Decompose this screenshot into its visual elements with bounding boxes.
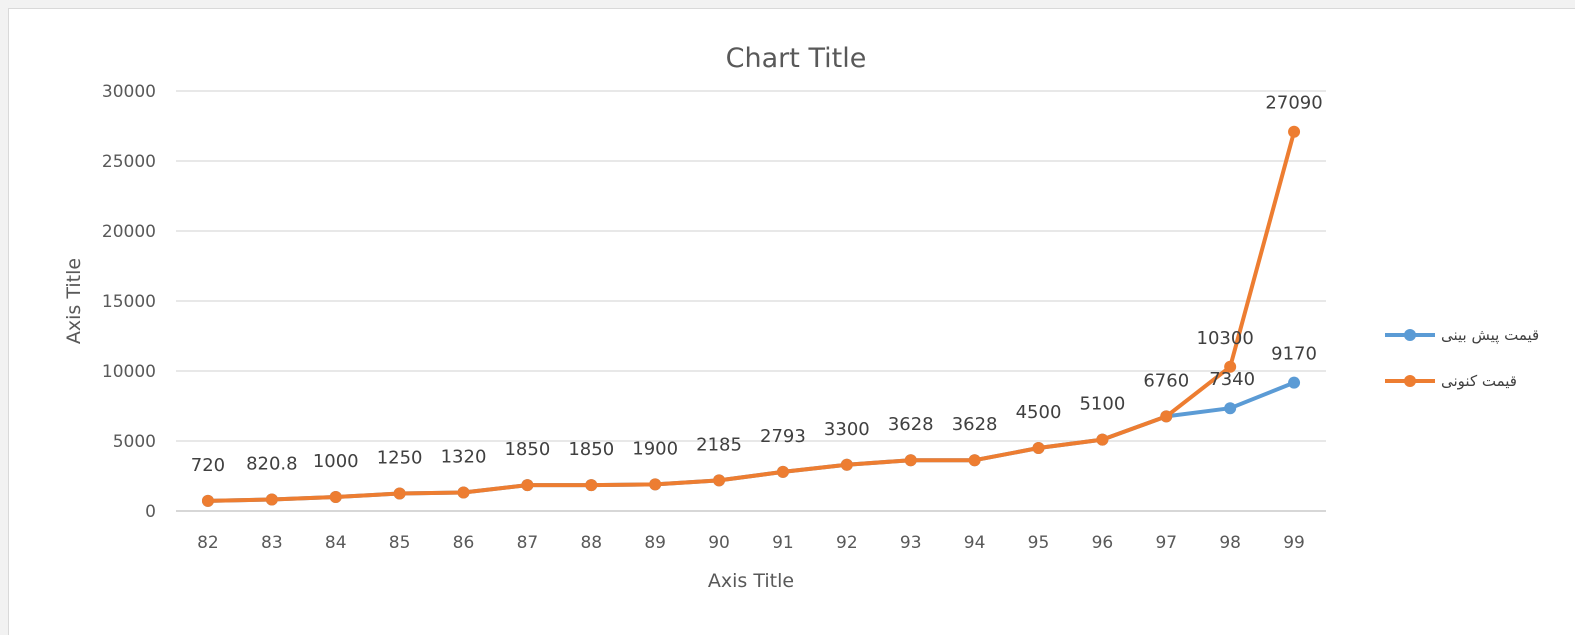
x-tick-label: 86 xyxy=(453,533,475,553)
series-2 xyxy=(201,125,1301,507)
data-label: 10300 xyxy=(1197,328,1254,349)
data-label: 1000 xyxy=(313,451,359,472)
y-tick-label: 10000 xyxy=(102,362,156,382)
data-label: 3628 xyxy=(888,414,934,435)
data-point xyxy=(649,478,662,491)
data-label: 1900 xyxy=(632,438,678,459)
legend-item: قیمت پیش بینی xyxy=(1385,326,1539,345)
data-point xyxy=(1224,402,1237,415)
x-tick-label: 82 xyxy=(197,533,219,553)
data-point xyxy=(265,493,278,506)
x-tick-label: 83 xyxy=(261,533,283,553)
y-tick-label: 0 xyxy=(145,502,156,522)
data-label: 1250 xyxy=(377,448,423,469)
data-point xyxy=(1288,376,1301,389)
x-tick-label: 95 xyxy=(1028,533,1050,553)
chart-title: Chart Title xyxy=(726,43,867,74)
data-point xyxy=(1224,360,1237,373)
data-label: 1320 xyxy=(441,447,487,468)
data-point xyxy=(1288,125,1301,138)
series-line xyxy=(205,380,1297,503)
series-1 xyxy=(201,376,1301,507)
data-point xyxy=(840,458,853,471)
data-point xyxy=(329,491,342,503)
y-tick-label: 25000 xyxy=(102,152,156,172)
data-point xyxy=(393,487,406,500)
x-axis-title: Axis Title xyxy=(708,570,794,592)
legend-marker xyxy=(1404,375,1416,387)
data-label: 9170 xyxy=(1271,344,1317,365)
data-point xyxy=(968,454,981,467)
data-point xyxy=(585,479,598,492)
data-point xyxy=(1096,433,1109,446)
data-labels: 720 820.8 1000 1250 1320 1850 1850 1900 2185 2793… xyxy=(191,93,1323,476)
data-label: 7340 xyxy=(1209,369,1255,390)
x-tick-label: 84 xyxy=(325,533,347,553)
x-tick-label: 96 xyxy=(1092,533,1114,553)
y-tick-label: 30000 xyxy=(102,82,156,102)
y-tick-label: 15000 xyxy=(102,292,156,312)
data-point xyxy=(521,479,534,492)
data-point xyxy=(201,494,214,507)
legend-marker xyxy=(1404,329,1416,341)
x-tick-label: 91 xyxy=(772,533,794,553)
x-tick-label: 94 xyxy=(964,533,986,553)
legend-label: قیمت کنونی xyxy=(1441,372,1517,390)
series-lines xyxy=(201,125,1301,507)
data-label: 820.8 xyxy=(246,454,298,475)
data-label: 3300 xyxy=(824,419,870,440)
data-label: 4500 xyxy=(1016,402,1062,423)
data-label: 2793 xyxy=(760,426,806,447)
y-tick-label: 5000 xyxy=(113,432,156,452)
gridlines xyxy=(176,90,1326,512)
data-point xyxy=(713,474,726,487)
data-label: 1850 xyxy=(568,439,614,460)
data-label: 3628 xyxy=(952,414,998,435)
data-point xyxy=(904,454,917,467)
legend: قیمت پیش بینی قیمت کنونی xyxy=(1385,326,1539,390)
data-point xyxy=(1032,442,1045,454)
data-point xyxy=(457,486,470,499)
data-label: 5100 xyxy=(1079,394,1125,415)
x-tick-label: 98 xyxy=(1219,533,1241,553)
legend-item: قیمت کنونی xyxy=(1385,372,1517,390)
series-line xyxy=(205,129,1297,503)
x-tick-label: 90 xyxy=(708,533,730,553)
y-axis-ticks: 0 5000 10000 15000 20000 25000 30000 xyxy=(102,82,156,522)
y-axis-title: Axis Title xyxy=(63,258,85,344)
legend-label: قیمت پیش بینی xyxy=(1441,326,1539,345)
x-tick-label: 85 xyxy=(389,533,411,553)
data-point xyxy=(776,465,789,478)
data-label: 1850 xyxy=(504,439,550,460)
data-label: 6760 xyxy=(1143,370,1189,391)
chart-area: 0 5000 10000 15000 20000 25000 30000 82 83 84 85 8… xyxy=(8,8,1575,635)
data-point xyxy=(1160,410,1173,423)
x-tick-label: 87 xyxy=(517,533,539,553)
x-tick-label: 97 xyxy=(1155,533,1177,553)
data-label: 27090 xyxy=(1265,93,1322,114)
x-tick-label: 88 xyxy=(580,533,602,553)
x-tick-label: 99 xyxy=(1283,533,1305,553)
x-tick-label: 89 xyxy=(644,533,666,553)
y-tick-label: 20000 xyxy=(102,222,156,242)
data-label: 2185 xyxy=(696,434,742,455)
x-tick-label: 92 xyxy=(836,533,858,553)
data-label: 720 xyxy=(191,455,225,476)
x-axis-ticks: 82 83 84 85 86 87 88 89 90 91 92 93 94 95 96 97 98 99 xyxy=(197,533,1305,553)
x-tick-label: 93 xyxy=(900,533,922,553)
